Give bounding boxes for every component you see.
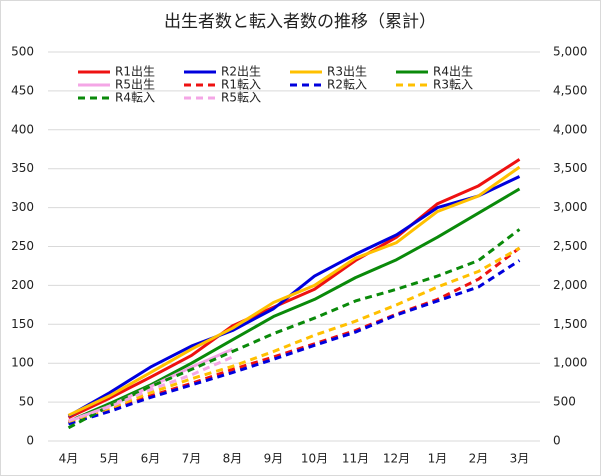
y2-tick-label: 500 [553, 395, 576, 409]
legend-label: R4転入 [115, 91, 155, 105]
x-tick-label: 9月 [264, 452, 284, 466]
legend-label: R2転入 [327, 78, 367, 92]
y2-tick-label: 2,500 [553, 239, 587, 253]
y2-tick-label: 3,500 [553, 161, 587, 175]
series-line [67, 187, 521, 423]
x-tick-label: 5月 [100, 452, 120, 466]
y-tick-label: 0 [26, 434, 34, 448]
y-tick-label: 350 [11, 161, 34, 175]
y2-tick-label: 4,500 [553, 83, 587, 97]
y-tick-label: 400 [11, 122, 34, 136]
legend-label: R5出生 [115, 78, 155, 92]
y2-tick-label: 1,500 [553, 317, 587, 331]
series-line [67, 228, 521, 430]
y-tick-label: 250 [11, 239, 34, 253]
y-tick-label: 50 [19, 395, 34, 409]
series-line [68, 246, 521, 425]
x-tick-label: 2月 [469, 452, 489, 466]
y-tick-label: 100 [11, 356, 34, 370]
y-tick-label: 500 [11, 45, 34, 59]
legend-label: R1転入 [221, 78, 261, 92]
x-tick-label: 6月 [141, 452, 161, 466]
x-tick-label: 4月 [59, 452, 79, 466]
legend-label: R3転入 [433, 78, 473, 92]
chart-title: 出生者数と転入者数の推移（累計） [164, 12, 436, 32]
series-line [67, 158, 521, 420]
series-line [68, 246, 521, 423]
series-line [68, 355, 234, 423]
y2-tick-label: 2,000 [553, 278, 587, 292]
y2-tick-label: 3,000 [553, 200, 587, 214]
x-tick-label: 8月 [223, 452, 243, 466]
legend-label: R2出生 [221, 65, 261, 79]
y2-tick-label: 5,000 [553, 45, 587, 59]
legend-label: R4出生 [433, 65, 473, 79]
legend-label: R3出生 [327, 65, 367, 79]
y-tick-label: 150 [11, 317, 34, 331]
legend-label: R1出生 [115, 65, 155, 79]
x-tick-label: 1月 [428, 452, 448, 466]
x-tick-label: 7月 [182, 452, 202, 466]
y-tick-label: 300 [11, 200, 34, 214]
series-line [67, 165, 521, 417]
y2-tick-label: 4,000 [553, 122, 587, 136]
y2-tick-label: 0 [553, 434, 561, 448]
series-line [68, 259, 521, 426]
legend-label: R5転入 [221, 91, 261, 105]
x-tick-label: 12月 [383, 452, 410, 466]
y-tick-label: 450 [11, 83, 34, 97]
y2-tick-label: 1,000 [553, 356, 587, 370]
x-tick-label: 10月 [301, 452, 328, 466]
x-tick-label: 3月 [510, 452, 530, 466]
y-tick-label: 200 [11, 278, 34, 292]
x-tick-label: 11月 [342, 452, 369, 466]
